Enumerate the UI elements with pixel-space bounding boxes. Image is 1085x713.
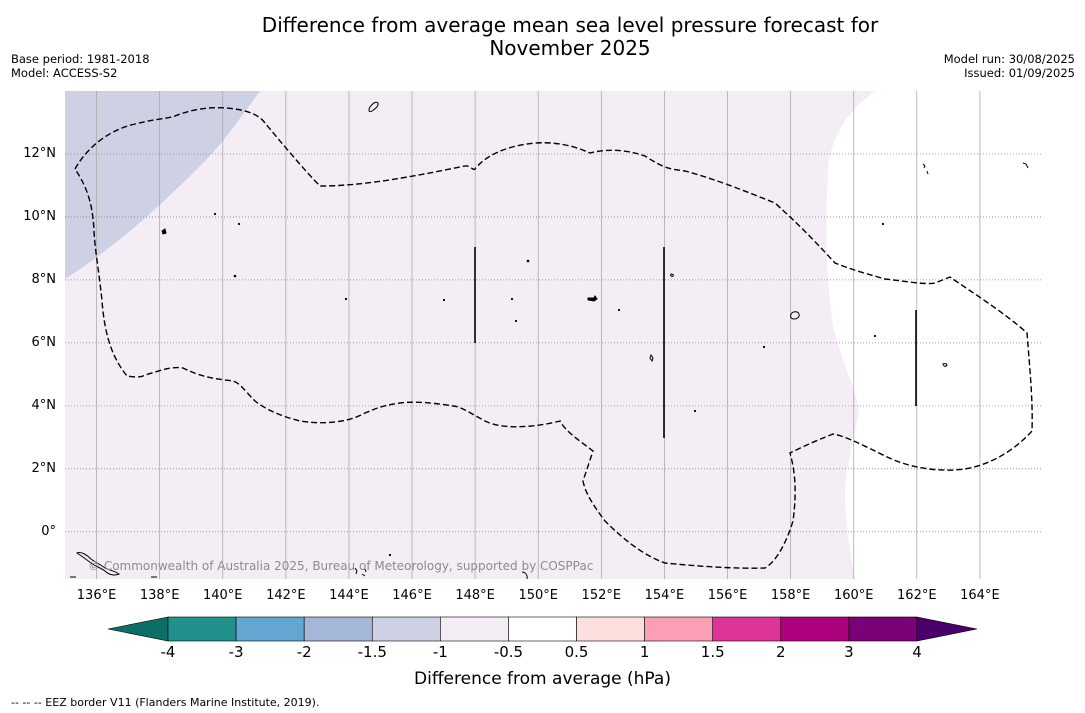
lon-label: 148°E <box>455 588 495 603</box>
colorbar-arrow-high <box>916 616 978 642</box>
colorbar-swatch <box>644 616 714 642</box>
lat-label: 2°N <box>31 460 57 476</box>
lon-label: 156°E <box>707 588 748 603</box>
issued-date: Issued: 01/09/2025 <box>964 66 1075 80</box>
lon-label: 150°E <box>518 588 558 603</box>
colorbar-swatch <box>303 616 373 642</box>
lon-label: 142°E <box>266 588 306 603</box>
meta-right: Model run: 30/08/2025 Issued: 01/09/2025 <box>944 52 1075 80</box>
map-canvas <box>65 91 1043 579</box>
colorbar-tick-label: 0.5 <box>564 643 589 661</box>
colorbar-swatch <box>848 616 918 642</box>
lat-label: 4°N <box>31 397 57 413</box>
lon-label: 152°E <box>581 588 622 603</box>
lat-label: 6°N <box>31 334 57 350</box>
lon-label: 138°E <box>139 588 180 603</box>
colorbar-swatch <box>712 616 782 642</box>
copyright-notice: © Commonwealth of Australia 2025, Bureau… <box>88 559 594 573</box>
base-period: Base period: 1981-2018 <box>11 52 150 66</box>
colorbar-tick-label: -4 <box>160 643 176 661</box>
colorbar-tick-label: -3 <box>228 643 244 661</box>
islands <box>70 101 1029 579</box>
lon-label: 146°E <box>392 588 432 603</box>
colorbar-tick-label: 1.5 <box>700 643 725 661</box>
map-panel <box>65 91 1043 579</box>
model-name: Model: ACCESS-S2 <box>11 66 118 80</box>
colorbar-tick-label: 4 <box>912 643 922 661</box>
colorbar-title: Difference from average (hPa) <box>414 669 671 689</box>
anomaly-region-light <box>65 91 875 579</box>
lon-label: 158°E <box>770 588 811 603</box>
title-line-1: Difference from average mean sea level p… <box>261 13 879 37</box>
colorbar-swatch <box>167 616 237 642</box>
colorbar-tick-label: -2 <box>296 643 312 661</box>
lon-label: 140°E <box>202 588 243 603</box>
map-title: Difference from average mean sea level p… <box>190 14 950 60</box>
title-line-2: November 2025 <box>489 36 651 60</box>
meta-left: Base period: 1981-2018 Model: ACCESS-S2 <box>11 52 150 80</box>
colorbar-tick-label: -1 <box>432 643 448 661</box>
colorbar-swatch <box>371 616 441 642</box>
lon-label: 136°E <box>76 588 117 603</box>
colorbar-swatch <box>235 616 305 642</box>
colorbar-tick-label: 1 <box>639 643 650 661</box>
eez-footnote: -- -- -- EEZ border V11 (Flanders Marine… <box>11 696 320 709</box>
colorbar-tick-label: -0.5 <box>493 643 524 661</box>
lon-label: 162°E <box>897 588 937 603</box>
anomaly-region-dark <box>65 91 260 279</box>
lat-label: 12°N <box>23 145 56 161</box>
lat-label: 8°N <box>31 271 57 287</box>
lon-label: 164°E <box>960 588 1000 603</box>
colorbar-swatch <box>780 616 850 642</box>
lat-label: 10°N <box>23 208 56 224</box>
lat-label: 0° <box>41 523 56 539</box>
lon-label: 144°E <box>329 588 369 603</box>
colorbar-swatch <box>440 616 509 642</box>
eez-border <box>74 107 1033 569</box>
colorbar-tick-label: 2 <box>776 643 786 661</box>
colorbar-tick-label: 3 <box>844 643 854 661</box>
lon-label: 154°E <box>644 588 685 603</box>
lon-label: 160°E <box>833 588 874 603</box>
colorbar-arrow-low <box>107 616 169 642</box>
model-run: Model run: 30/08/2025 <box>943 52 1075 66</box>
colorbar-swatch <box>576 616 645 642</box>
colorbar-tick-label: -1.5 <box>357 643 387 661</box>
colorbar-swatch <box>508 616 577 642</box>
